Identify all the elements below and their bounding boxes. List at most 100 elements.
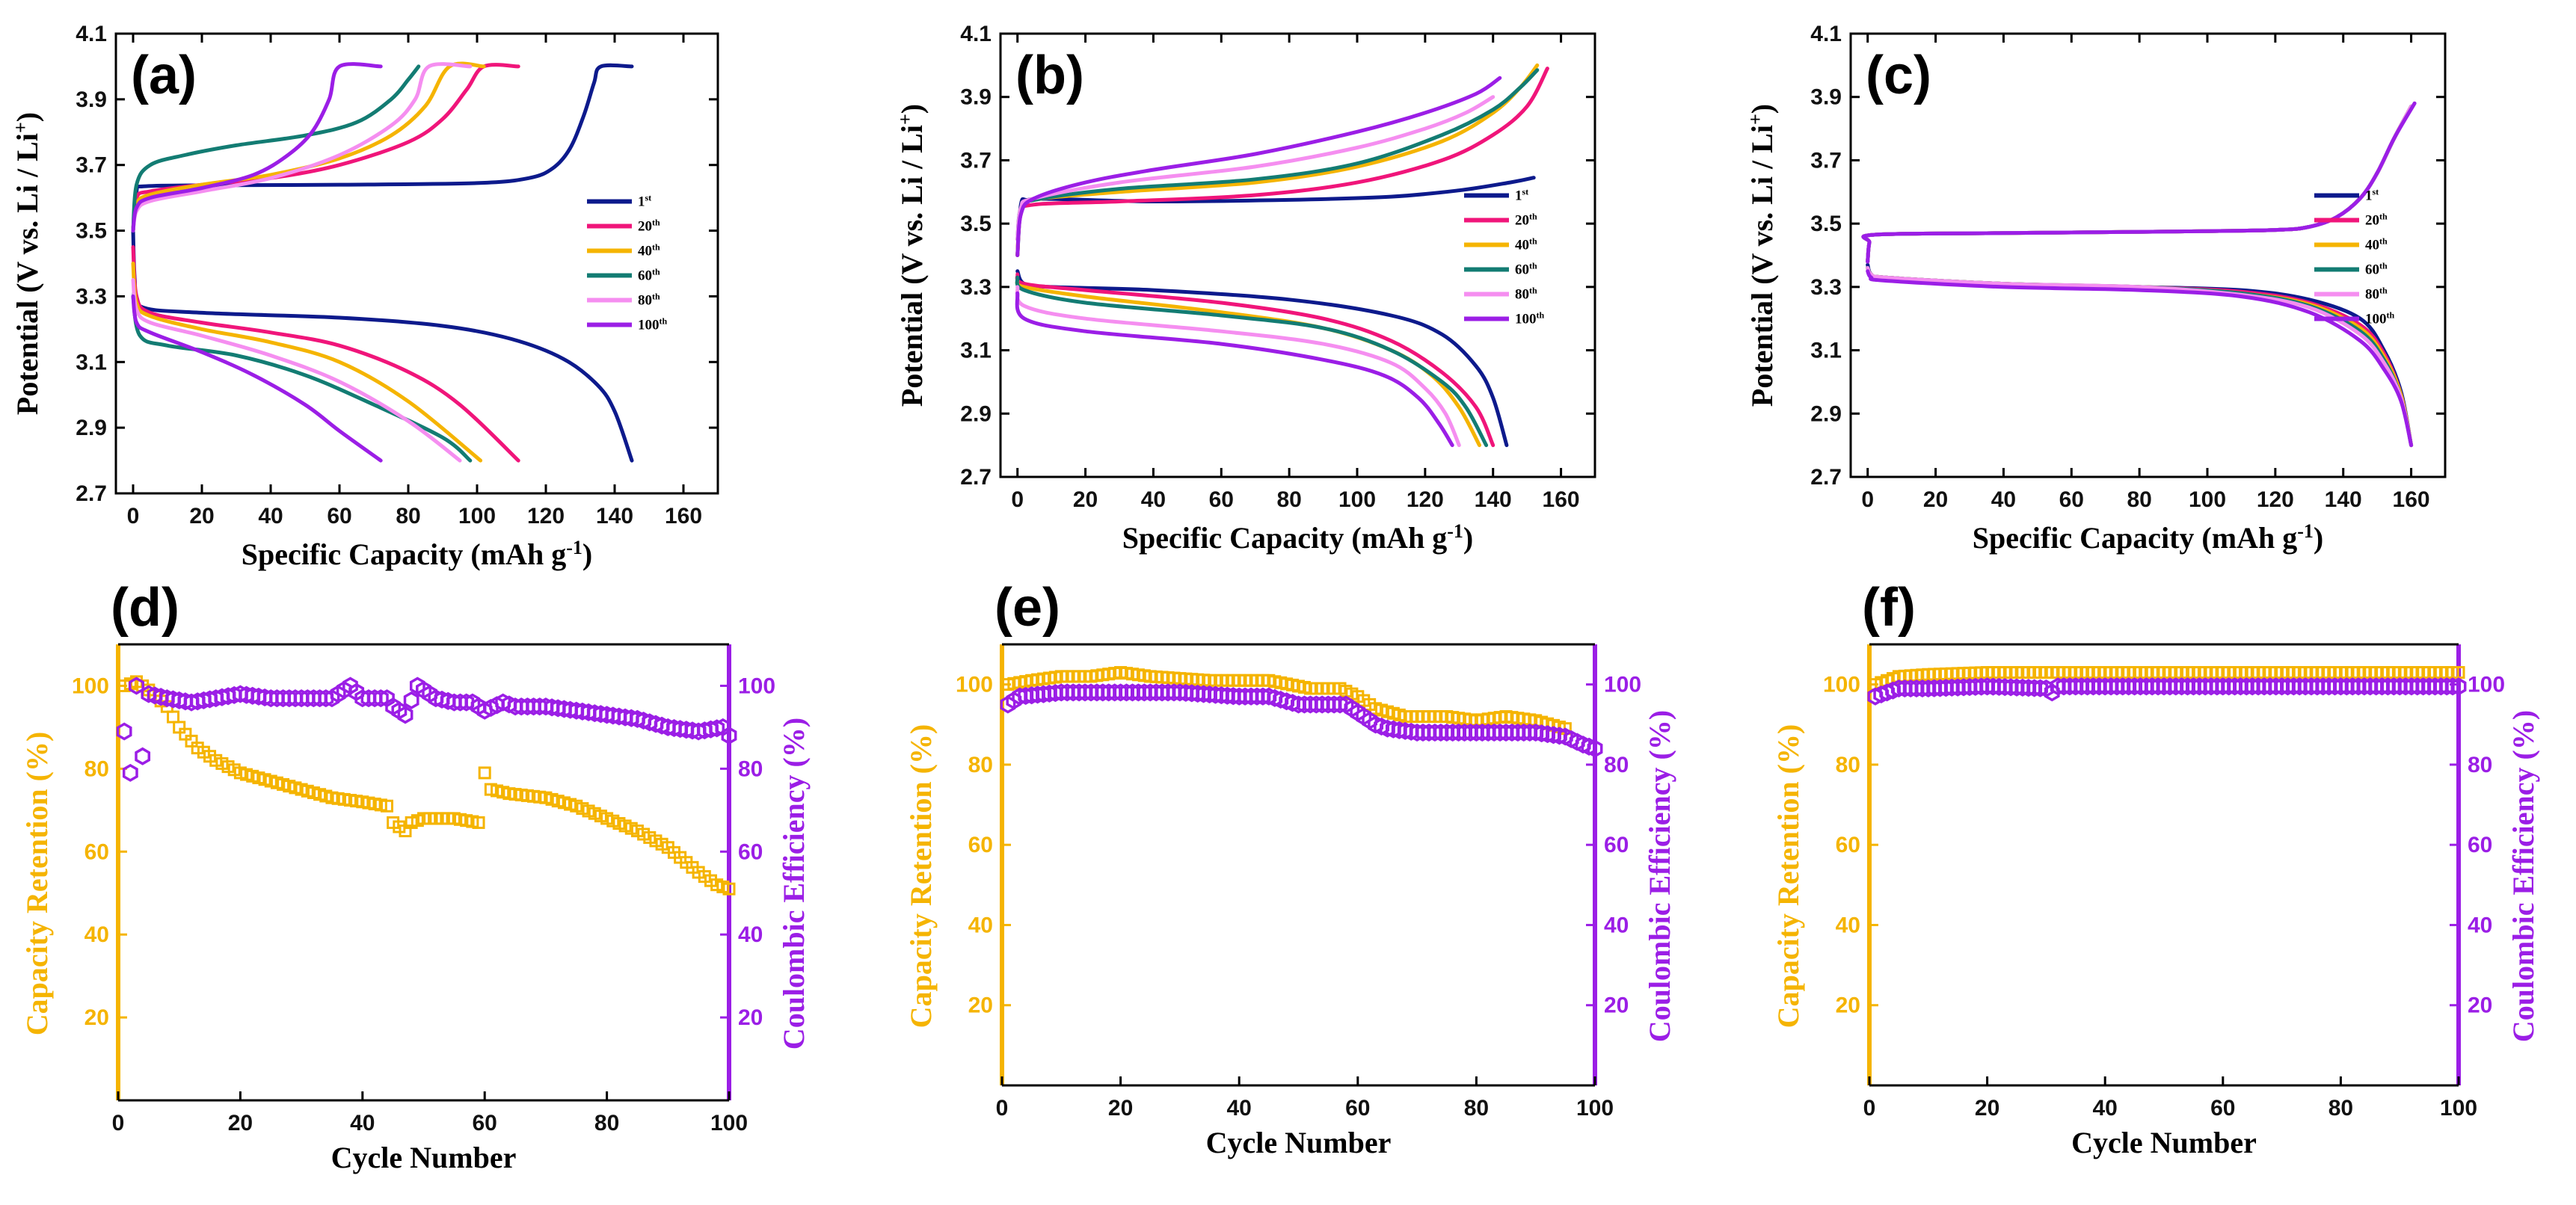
y-tick-label: 3.7 [960,148,992,173]
y-tick-label: 3.1 [76,350,107,375]
x-tick-label: 80 [396,504,420,528]
x-axis-label: Specific Capacity (mAh g-1) [242,537,592,572]
y-tick-label-left: 20 [1836,993,1860,1018]
x-tick-label: 60 [327,504,351,528]
x-tick-label: 40 [1227,1096,1252,1121]
y-tick-label-left: 80 [968,753,993,777]
series-1st-charge-line [1861,104,2414,264]
legend-entry: 40th [638,241,660,259]
y-axis-label-right: Coulombic Efficiency (%) [2506,710,2540,1042]
ce-marker [2444,677,2461,696]
panel-d: 20 20 40 40 60 60 80 80 100 100 0 20 40 60 80 100 Cycle … [20,578,811,1174]
y-tick-label: 3.1 [1810,339,1842,363]
ce-marker [434,690,450,709]
ce-marker [1267,688,1283,707]
y-tick-label-right: 80 [738,756,763,781]
ce-marker [165,690,181,709]
x-tick-label: 60 [2210,1096,2235,1121]
legend-entry: 100th [1515,309,1544,327]
x-tick-label: 0 [1011,487,1024,512]
y-tick-label: 4.1 [1810,22,1842,46]
x-tick-label: 100 [2189,487,2226,512]
y-tick-label-right: 100 [2468,673,2505,697]
panel-b: 2.7 2.9 3.1 3.3 3.5 3.7 3.9 4.1 0 20 40 60 80 100 120 1… [894,22,1596,555]
x-axis-label: Cycle Number [331,1141,517,1174]
y-tick-label: 2.9 [1810,401,1842,426]
panel-label: (f) [1862,578,1916,638]
legend-entry: 20th [2365,211,2388,228]
ce-marker [135,747,151,765]
y-tick-label: 3.9 [1810,85,1842,110]
panel-label: (a) [131,46,197,105]
legend-entry: 80th [2365,285,2388,302]
plot-frame [1849,32,2447,478]
series-60th-charge-line [131,64,421,233]
ce-marker [1279,692,1295,711]
y-tick-label: 2.7 [960,465,992,490]
y-axis-label: Potential (V vs. Li / Li+) [1745,104,1780,407]
y-tick-label-left: 100 [72,674,109,698]
y-axis-label: Potential (V vs. Li / Li+) [10,112,45,415]
x-axis-label: Cycle Number [1206,1126,1392,1159]
x-tick-label: 20 [1923,487,1948,512]
y-tick-label: 4.1 [960,22,992,46]
y-tick-label-left: 60 [968,833,993,857]
x-tick-label: 40 [350,1111,375,1135]
legend-entry: 20th [638,217,660,234]
legend-entry: 40th [2365,235,2388,253]
ce-marker [141,685,157,703]
x-tick-label: 60 [473,1111,497,1135]
x-tick-label: 20 [1073,487,1098,512]
legend-entry: 100th [638,315,667,333]
y-tick-label-right: 20 [1604,993,1629,1018]
y-tick-label: 3.3 [76,284,107,309]
ce-marker [1332,695,1348,714]
y-tick-label: 2.7 [76,481,107,506]
x-tick-label: 80 [2328,1096,2353,1121]
ce-marker [721,726,737,745]
series-60th-charge-line [1861,104,2414,264]
plot-frame [999,32,1596,478]
series-20th-charge-line [131,63,520,233]
y-tick-label-left: 60 [1836,833,1860,857]
legend-entry: 40th [1515,235,1537,253]
panel-a: 2.7 2.9 3.1 3.3 3.5 3.7 3.9 4.1 0 20 40 60 80 100 120 1… [10,22,719,571]
ce-marker [1552,727,1567,745]
y-tick-label: 4.1 [76,22,107,46]
legend-entry: 100th [2365,309,2394,327]
panel-f: 20 20 40 40 60 60 80 80 100 100 0 20 40 60 80 100 Cycle … [1771,578,2540,1159]
y-tick-label-right: 20 [738,1005,763,1030]
series-60th-discharge-line [1015,275,1489,448]
y-tick-label: 3.7 [76,153,107,178]
x-tick-label: 100 [2440,1096,2477,1121]
legend-entry: 1st [2365,186,2379,203]
panel-label: (b) [1015,46,1084,105]
panel-label: (e) [995,578,1060,638]
y-axis-label-left: Capacity Retention (%) [1771,724,1805,1029]
y-tick-label-right: 60 [738,839,763,864]
ce-marker [654,716,670,735]
y-tick-label-right: 60 [1604,833,1629,857]
y-tick-label-left: 20 [968,993,993,1018]
y-axis-label-right: Coulombic Efficiency (%) [1643,710,1676,1042]
x-tick-label: 100 [1338,487,1376,512]
ce-marker [630,709,645,728]
y-axis-label-right: Coulombic Efficiency (%) [777,718,811,1050]
legend-entry: 60th [1515,260,1537,277]
ce-marker [122,763,138,782]
y-tick-label: 2.9 [960,401,992,426]
y-tick-label-left: 40 [968,913,993,937]
y-tick-label: 3.5 [1810,212,1842,236]
y-tick-label-right: 40 [2468,913,2492,937]
x-tick-label: 100 [710,1111,748,1135]
y-tick-label-left: 100 [1823,673,1860,697]
x-tick-label: 160 [2393,487,2430,512]
ce-marker [116,722,132,741]
y-tick-label-left: 100 [956,673,993,697]
x-axis-label: Cycle Number [2071,1126,2257,1159]
ce-marker [636,711,652,730]
ce-marker [2032,679,2048,697]
x-tick-label: 0 [112,1111,125,1135]
x-tick-label: 0 [996,1096,1009,1121]
